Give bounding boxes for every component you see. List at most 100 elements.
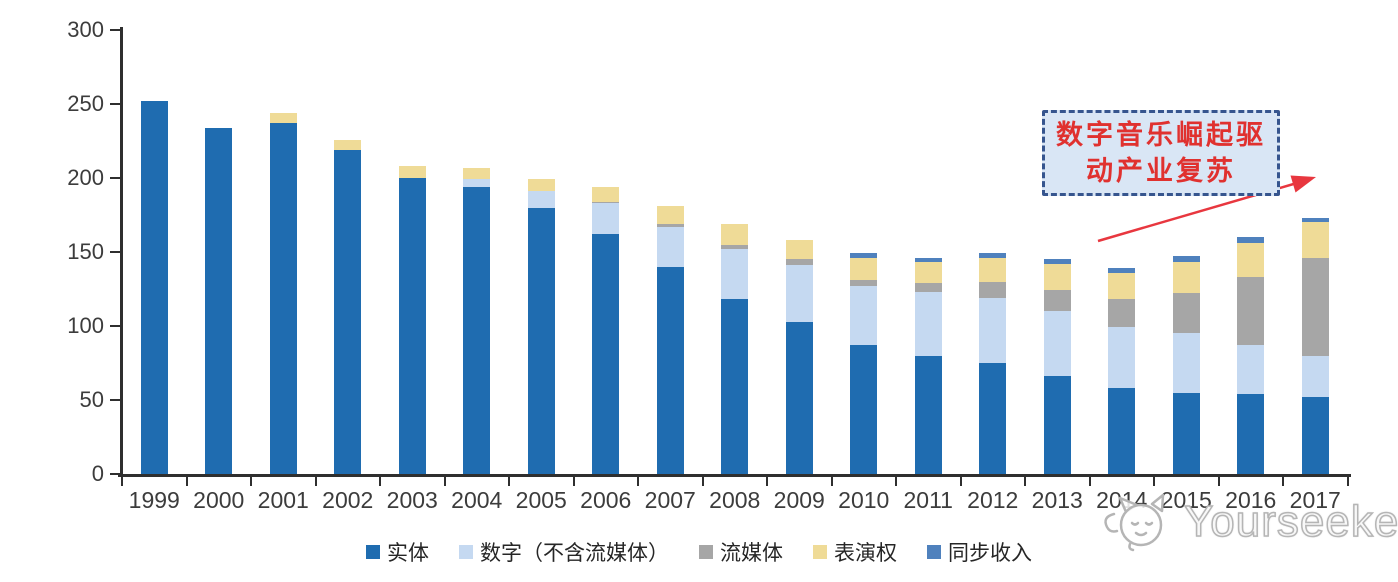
- y-axis-tick-label: 100: [67, 313, 104, 338]
- x-axis-label-2009: 2009: [773, 487, 825, 513]
- bar-segment-physical-1999: [140, 101, 168, 474]
- y-axis-tick: [110, 473, 120, 475]
- bar-segment-physical-2000: [205, 127, 233, 474]
- y-axis-line: [120, 27, 123, 477]
- bar-segment-sync-revenue-2012: [979, 253, 1007, 258]
- bar-segment-performance-rights-2013: [1043, 263, 1071, 291]
- bar-segment-digital-excl-streaming-2011: [914, 291, 942, 356]
- x-axis-label-2017: 2017: [1289, 487, 1341, 513]
- chart-legend: 实体 数字（不含流媒体） 流媒体 表演权 同步收入: [366, 537, 1032, 567]
- bar-segment-digital-excl-streaming-2016: [1237, 345, 1265, 395]
- x-axis-label-2015: 2015: [1160, 487, 1212, 513]
- bar-segment-streaming-2013: [1043, 290, 1071, 312]
- bar-segment-sync-revenue-2011: [914, 257, 942, 263]
- bar-segment-physical-2002: [334, 149, 362, 474]
- legend-label-performance-rights: 表演权: [834, 542, 897, 565]
- x-axis-line: [118, 474, 1351, 477]
- x-axis-label-2005: 2005: [515, 487, 567, 513]
- bar-segment-streaming-2012: [979, 281, 1007, 298]
- bar-segment-digital-excl-streaming-2013: [1043, 311, 1071, 377]
- bar-segment-streaming-2011: [914, 283, 942, 292]
- bar-segment-performance-rights-2017: [1301, 222, 1329, 258]
- bar-segment-digital-excl-streaming-2005: [527, 191, 555, 208]
- y-axis-tick-label: 150: [67, 239, 104, 264]
- bar-segment-physical-2008: [721, 299, 749, 474]
- bar-segment-physical-2015: [1172, 392, 1200, 474]
- legend-item-performance-rights: 表演权: [813, 537, 897, 567]
- bar-segment-performance-rights-2002: [334, 139, 362, 150]
- bar-segment-streaming-2008: [721, 244, 749, 250]
- y-axis-tick: [110, 29, 120, 31]
- bar-segment-digital-excl-streaming-2014: [1108, 327, 1136, 389]
- bar-segment-physical-2005: [527, 207, 555, 474]
- x-axis-tick: [1282, 477, 1284, 486]
- x-axis-tick: [508, 477, 510, 486]
- bar-segment-physical-2003: [398, 178, 426, 474]
- bar-segment-performance-rights-2005: [527, 179, 555, 192]
- x-axis-tick: [1217, 477, 1220, 486]
- bar-segment-physical-2011: [914, 355, 942, 474]
- y-axis-tick-label: 0: [91, 461, 104, 486]
- bar-segment-streaming-2016: [1237, 277, 1265, 346]
- x-axis-tick: [121, 477, 123, 486]
- x-axis-tick: [1153, 477, 1155, 486]
- legend-swatch-physical: [366, 545, 380, 559]
- legend-label-sync-revenue: 同步收入: [948, 542, 1032, 565]
- legend-label-streaming: 流媒体: [720, 542, 783, 565]
- bar-segment-digital-excl-streaming-2012: [979, 297, 1007, 363]
- x-axis-tick: [701, 477, 704, 486]
- bar-segment-performance-rights-2012: [979, 257, 1007, 282]
- bar-segment-sync-revenue-2017: [1301, 217, 1329, 223]
- bar-segment-physical-2017: [1301, 397, 1329, 474]
- legend-swatch-streaming: [699, 545, 713, 559]
- bar-segment-sync-revenue-2015: [1172, 256, 1200, 263]
- x-axis-label-2006: 2006: [580, 487, 632, 513]
- bar-segment-streaming-2015: [1172, 293, 1200, 334]
- bar-segment-performance-rights-2016: [1237, 243, 1265, 278]
- y-axis-tick: [110, 325, 120, 327]
- x-axis-tick: [185, 477, 188, 486]
- bar-segment-physical-2014: [1108, 388, 1136, 474]
- bar-segment-performance-rights-2004: [463, 167, 491, 180]
- x-axis-label-2007: 2007: [644, 487, 696, 513]
- x-axis-label-2014: 2014: [1096, 487, 1148, 513]
- x-axis-tick: [1346, 477, 1349, 486]
- bar-segment-streaming-2017: [1301, 257, 1329, 356]
- bar-segment-physical-2013: [1043, 376, 1071, 474]
- x-axis-label-2013: 2013: [1031, 487, 1083, 513]
- y-axis-tick: [110, 251, 120, 253]
- bar-segment-digital-excl-streaming-2008: [721, 249, 749, 300]
- legend-item-sync-revenue: 同步收入: [927, 537, 1032, 567]
- bar-segment-physical-2004: [463, 186, 491, 474]
- y-axis-tick-label: 50: [79, 387, 104, 412]
- bar-segment-performance-rights-2008: [721, 223, 749, 245]
- legend-swatch-digital-excl-streaming: [459, 545, 473, 559]
- y-axis-tick: [110, 177, 120, 179]
- bar-segment-performance-rights-2001: [269, 112, 297, 124]
- x-axis-tick: [1024, 477, 1026, 486]
- bar-segment-physical-2016: [1237, 394, 1265, 474]
- bar-segment-performance-rights-2006: [592, 186, 620, 202]
- bar-segment-sync-revenue-2016: [1237, 237, 1265, 244]
- y-axis-tick-label: 200: [67, 165, 104, 190]
- bar-segment-sync-revenue-2014: [1108, 268, 1136, 273]
- bar-segment-streaming-2009: [785, 259, 813, 266]
- x-axis-label-2000: 2000: [193, 487, 245, 513]
- bar-segment-digital-excl-streaming-2004: [463, 179, 491, 187]
- bar-segment-physical-2007: [656, 266, 684, 474]
- bar-segment-physical-2001: [269, 123, 297, 474]
- x-axis-tick: [637, 477, 639, 486]
- x-axis-tick: [959, 477, 962, 486]
- x-axis-label-2002: 2002: [322, 487, 374, 513]
- bar-segment-performance-rights-2009: [785, 240, 813, 260]
- bar-segment-performance-rights-2015: [1172, 262, 1200, 294]
- x-axis-label-1999: 1999: [128, 487, 180, 513]
- bar-segment-digital-excl-streaming-2010: [850, 286, 878, 346]
- x-axis-label-2016: 2016: [1225, 487, 1277, 513]
- annotation-line-2: 动产业复苏: [1086, 156, 1236, 186]
- x-axis-label-2008: 2008: [709, 487, 761, 513]
- bar-segment-physical-2010: [850, 345, 878, 474]
- bar-segment-streaming-2007: [656, 223, 684, 227]
- annotation-box: 数字音乐崛起驱 动产业复苏: [1042, 110, 1280, 196]
